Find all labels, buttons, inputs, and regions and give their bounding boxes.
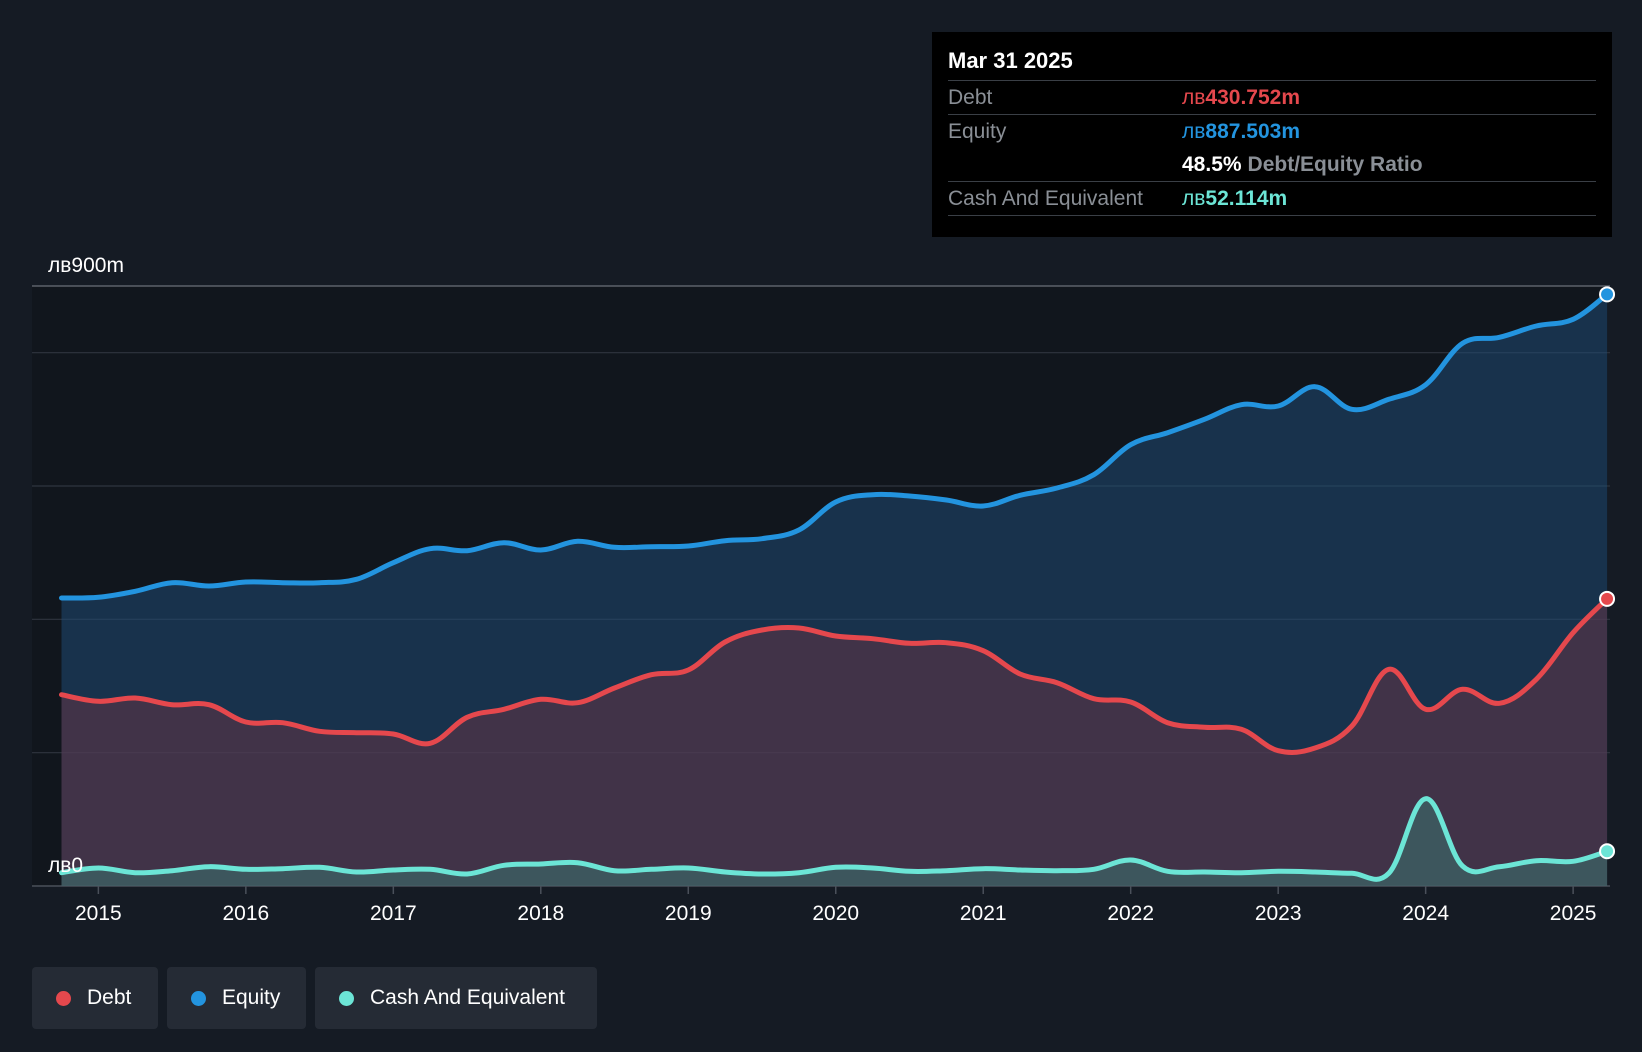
legend-item-cash[interactable]: Cash And Equivalent [315,967,597,1029]
chart-legend: Debt Equity Cash And Equivalent [32,967,597,1029]
cash-and-equivalent-line [59,796,1610,882]
tooltip-equity-amount: 887.503m [1205,120,1301,143]
tooltip-ratio-label: Debt/Equity Ratio [1247,153,1423,176]
tooltip-ratio: 48.5% Debt/Equity Ratio [1182,148,1423,181]
tooltip-debt-row: Debt лв430.752m [948,80,1596,114]
legend-equity-dot-icon [191,990,206,1006]
tooltip-debt-currency: лв [1182,86,1206,109]
tooltip-equity-row: Equity лв887.503m [948,114,1596,148]
x-tick-label-2019: 2019 [665,902,712,925]
x-tick-label-2016: 2016 [222,902,269,925]
x-tick-label-2015: 2015 [75,902,122,925]
tooltip-debt-value: лв430.752m [1182,81,1300,114]
x-tick-label-2021: 2021 [960,902,1007,925]
tooltip-equity-value: лв887.503m [1182,115,1300,148]
tooltip-date: Mar 31 2025 [948,48,1073,73]
legend-item-equity[interactable]: Equity [167,967,306,1029]
x-tick-label-2023: 2023 [1255,902,1302,925]
equity-line [59,291,1610,601]
legend-cash-dot-icon [339,990,354,1006]
tooltip-debt-amount: 430.752m [1205,86,1301,109]
legend-cash-label: Cash And Equivalent [370,986,565,1009]
tooltip-cash-amount: 52.114m [1205,187,1288,210]
legend-item-debt[interactable]: Debt [32,967,158,1029]
y-axis-top-label: лв900m [48,254,124,277]
tooltip-equity-label: Equity [948,120,1007,143]
tooltip-ratio-value: 48.5% [1182,153,1242,176]
tooltip-ratio-row: 48.5% Debt/Equity Ratio [948,148,1596,181]
tooltip-cash-row: Cash And Equivalent лв52.114m [948,181,1596,216]
x-tick-label-2024: 2024 [1402,902,1449,925]
equity-end-point [1599,286,1616,303]
tooltip-cash-currency: лв [1182,187,1206,210]
x-tick-label-2020: 2020 [812,902,859,925]
x-tick-label-2017: 2017 [370,902,417,925]
chart-tooltip: Mar 31 2025 Debt лв430.752m Equity лв887… [932,32,1612,237]
x-tick-label-2022: 2022 [1107,902,1154,925]
tooltip-cash-value: лв52.114m [1182,182,1287,215]
x-tick-label-2018: 2018 [517,902,564,925]
cash-and-equivalent-end-point [1599,843,1616,860]
tooltip-cash-label: Cash And Equivalent [948,187,1143,210]
debt-end-point [1599,590,1616,607]
legend-equity-label: Equity [222,986,281,1009]
legend-debt-label: Debt [87,986,132,1009]
tooltip-debt-label: Debt [948,86,993,109]
debt-line [59,596,1610,755]
tooltip-equity-currency: лв [1182,120,1206,143]
legend-debt-dot-icon [56,990,71,1006]
debt-area [61,598,1608,886]
y-axis-bottom-label: лв0 [48,854,83,877]
x-tick-label-2025: 2025 [1550,902,1597,925]
